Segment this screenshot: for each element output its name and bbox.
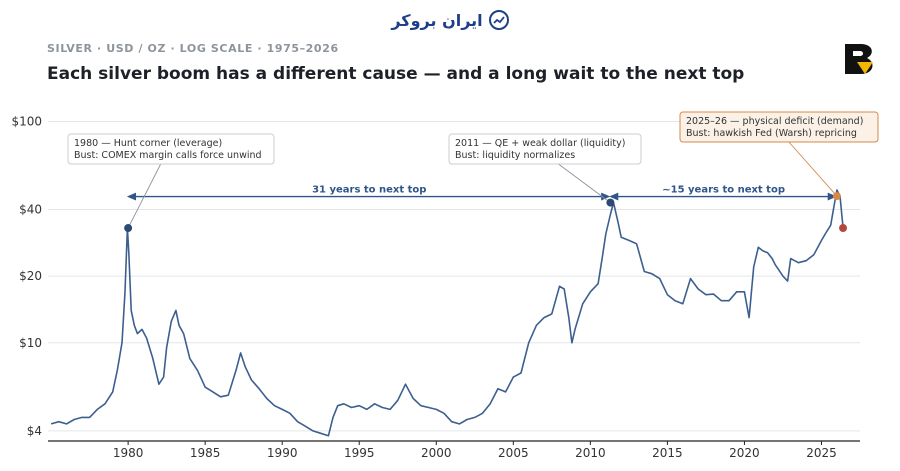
x-tick-label: 2020 [729,446,760,460]
span-label-bg [652,182,795,195]
x-tick-label: 1985 [190,446,221,460]
chart-title: Each silver boom has a different cause —… [47,64,745,84]
x-tick-label: 1990 [267,446,298,460]
span-label: 31 years to next top [312,185,426,196]
annotation-leader [558,163,611,203]
annotation-box [679,111,879,143]
x-tick-label: 2010 [575,446,606,460]
annotation-cause: 1980 — Hunt corner (leverage) [74,138,222,149]
point-marker [606,198,615,207]
x-tick-label: 2000 [421,446,452,460]
annotation-bust: Bust: hawkish Fed (Warsh) repricing [686,128,857,139]
y-tick-label: $100 [11,114,42,128]
span-label: ~15 years to next top [662,185,785,196]
annotations: 1980 — Hunt corner (leverage)Bust: COMEX… [67,111,879,229]
span-label-bg [301,182,438,195]
annotation-bust: Bust: COMEX margin calls force unwind [74,150,262,161]
x-tick-label: 2025 [806,446,837,460]
point-marker [124,224,133,233]
annotation-cause: 2025–26 — physical deficit (demand) [686,116,863,127]
span-arrows: 31 years to next top ~15 years to next to… [126,182,837,201]
annotation-leader [788,141,838,197]
x-tick-label: 2005 [498,446,529,460]
x-tick-label: 1980 [113,446,144,460]
y-tick-label: $10 [19,336,42,350]
markers [124,192,848,233]
point-marker [832,192,841,201]
annotation-box [448,133,642,165]
y-tick-label: $20 [19,269,42,283]
brand-name: ایران بروکر [391,10,483,30]
annotation-box [67,133,275,165]
b-monogram-logo [843,42,879,80]
chart-trend-icon [488,10,509,30]
silver-price-line [50,189,844,437]
y-tick-label: $4 [27,424,42,438]
annotation-leader [127,163,162,229]
y-tick-label: $40 [19,203,42,217]
annotation-cause: 2011 — QE + weak dollar (liquidity) [455,138,625,149]
brand-header: ایران بروکر [0,10,900,30]
point-marker [839,224,848,233]
chart-kicker: SILVER · USD / OZ · LOG SCALE · 1975–202… [47,42,339,55]
x-tick-labels: 1980 1985 1990 1995 2000 2005 2010 2015 2020 2025 [113,441,837,460]
grid-lines [48,120,860,432]
y-tick-labels: $4 $10 $20 $40 $100 [11,114,42,437]
annotation-bust: Bust: liquidity normalizes [455,150,575,161]
x-tick-label: 1995 [344,446,375,460]
x-tick-label: 2015 [652,446,683,460]
